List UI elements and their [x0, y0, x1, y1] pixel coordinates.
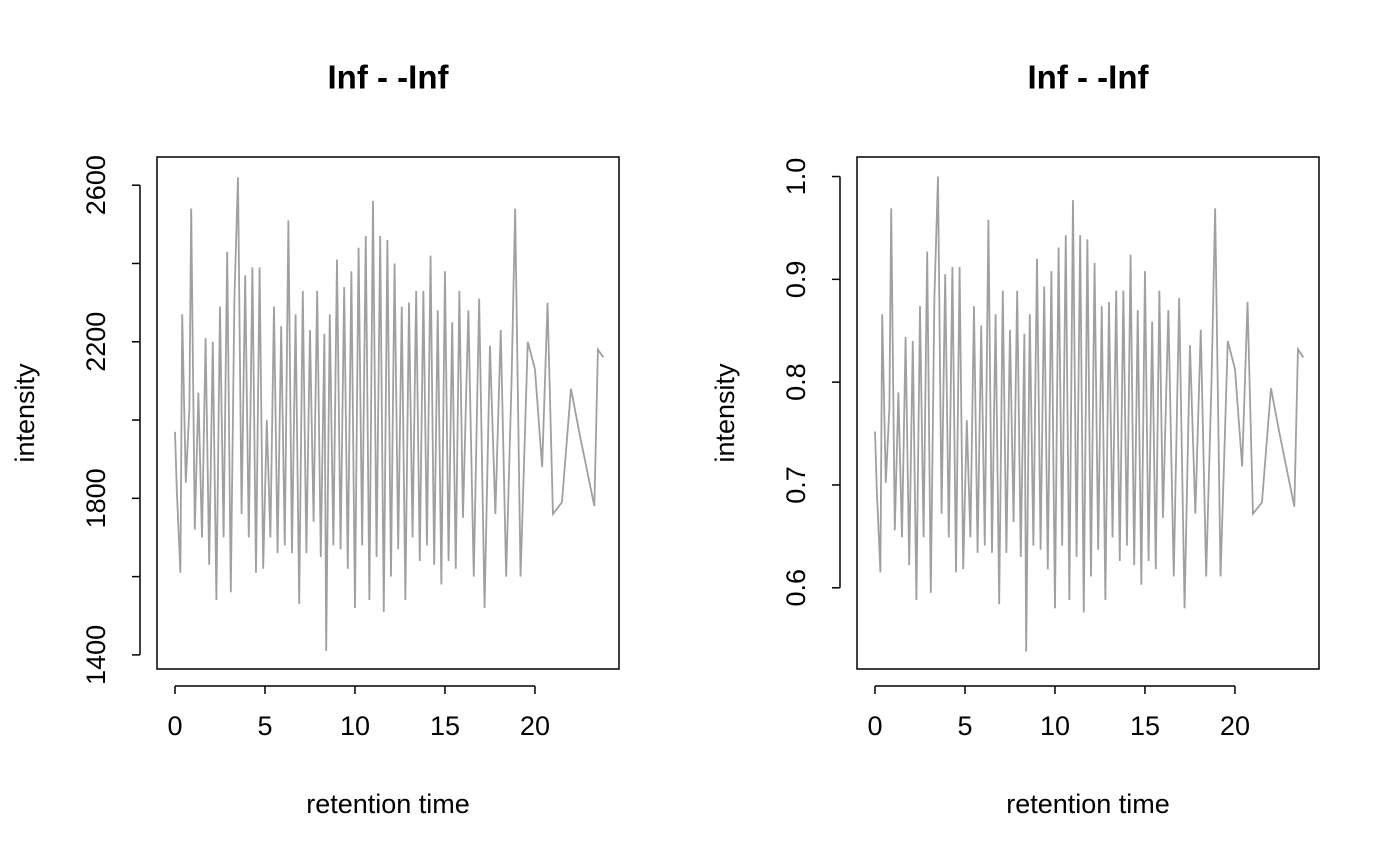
y-axis-label: intensity [10, 363, 40, 463]
y-tick-label: 2600 [81, 155, 111, 215]
y-tick-label: 1.0 [781, 158, 811, 196]
x-axis-label: retention time [1006, 789, 1170, 819]
plot-frame [156, 156, 620, 670]
x-tick-label: 5 [257, 711, 272, 741]
x-tick-label: 5 [957, 711, 972, 741]
x-tick-label: 20 [1220, 711, 1250, 741]
y-tick-label: 0.7 [781, 466, 811, 504]
y-tick-label: 0.6 [781, 569, 811, 607]
y-tick-label: 1400 [81, 625, 111, 685]
y-tick-label: 1800 [81, 468, 111, 528]
x-tick-label: 0 [867, 711, 882, 741]
x-tick-label: 10 [1040, 711, 1070, 741]
x-axis-label: retention time [306, 789, 470, 819]
y-tick-label: 2200 [81, 312, 111, 372]
y-tick-label: 0.8 [781, 363, 811, 401]
y-tick-label: 0.9 [781, 261, 811, 299]
x-tick-label: 10 [340, 711, 370, 741]
x-tick-label: 15 [430, 711, 460, 741]
chart-title: Inf - -Inf [1028, 59, 1150, 96]
x-tick-label: 20 [520, 711, 550, 741]
y-axis-label: intensity [710, 363, 740, 463]
data-line [874, 176, 1305, 652]
x-tick-label: 15 [1130, 711, 1160, 741]
chart-title: Inf - -Inf [328, 59, 450, 96]
data-line [174, 177, 605, 651]
x-tick-label: 0 [167, 711, 182, 741]
plot-frame [856, 156, 1320, 670]
